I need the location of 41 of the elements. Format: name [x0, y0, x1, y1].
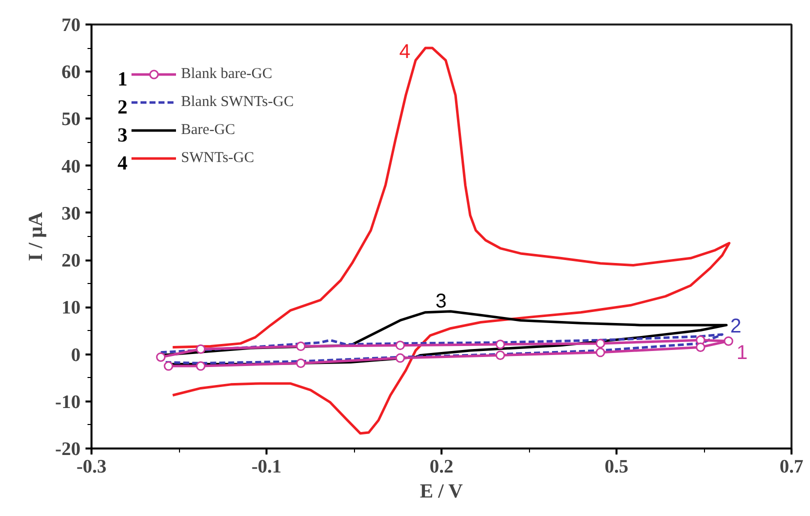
- x-tick-label: 0.5: [604, 456, 628, 478]
- x-axis-title: E / V: [420, 480, 464, 502]
- point: [496, 340, 506, 350]
- y-tick-label: -10: [55, 392, 80, 413]
- point: [296, 358, 306, 368]
- legend-label: SWNTs-GC: [181, 148, 254, 168]
- annotation: 4: [118, 152, 128, 174]
- y-tick-label: 70: [62, 15, 80, 36]
- x-tick-label: -0.1: [251, 456, 282, 478]
- legend-label: Blank SWNTs-GC: [181, 92, 294, 112]
- point: [496, 350, 506, 360]
- point: [296, 342, 306, 352]
- annotation: 3: [435, 290, 447, 312]
- legend-label: Bare-GC: [181, 120, 236, 140]
- y-tick-label: 10: [62, 298, 80, 319]
- point: [395, 353, 405, 363]
- point: [724, 336, 734, 346]
- point: [196, 344, 206, 354]
- y-tick-label: 60: [62, 62, 80, 84]
- annotation: 2: [730, 315, 742, 338]
- y-tick-label: 40: [62, 156, 80, 178]
- annotation: 2: [118, 96, 128, 118]
- annotation: 1: [118, 68, 128, 90]
- point: [596, 348, 606, 358]
- x-tick-label: 0.2: [430, 456, 454, 478]
- y-tick-label: 50: [62, 109, 80, 130]
- y-tick-label: 30: [62, 203, 80, 224]
- point: [156, 352, 166, 362]
- y-tick-label: 0: [71, 344, 80, 366]
- annotation: 4: [399, 41, 410, 64]
- point: [196, 361, 206, 371]
- annotation: 1: [736, 342, 748, 364]
- y-axis-title: I / μA: [25, 211, 48, 262]
- legend-label: Blank bare-GC: [181, 64, 272, 84]
- point: [696, 342, 706, 352]
- point: [395, 340, 405, 350]
- annotation: 3: [118, 124, 128, 146]
- y-tick-label: 20: [62, 250, 80, 272]
- x-tick-label: 0.7: [780, 456, 804, 478]
- point: [596, 338, 606, 348]
- point: [164, 361, 174, 371]
